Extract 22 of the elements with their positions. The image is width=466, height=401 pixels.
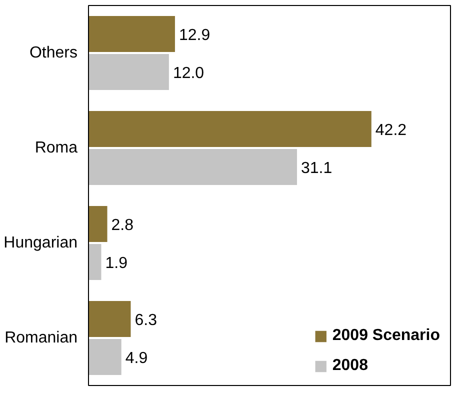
bar <box>88 338 122 376</box>
data-label: 42.2 <box>375 122 407 139</box>
bar <box>88 54 169 90</box>
data-label: 12.9 <box>178 27 210 44</box>
bar <box>88 300 131 338</box>
bar <box>88 244 102 280</box>
data-label: 2.8 <box>111 217 134 234</box>
bar <box>88 16 175 52</box>
legend-label: 2009 Scenario <box>332 327 440 345</box>
bar <box>88 148 297 186</box>
data-label: 1.9 <box>105 255 128 272</box>
data-label: 4.9 <box>125 350 148 367</box>
bar <box>88 110 372 148</box>
data-label: 12.0 <box>172 65 204 82</box>
y-tick-label: Roma <box>34 140 78 156</box>
data-label: 31.1 <box>300 160 332 177</box>
y-tick-label: Hungarian <box>4 234 78 252</box>
bar <box>88 206 108 242</box>
y-tick-label: Others <box>29 44 78 62</box>
data-label: 6.3 <box>134 312 158 329</box>
legend-label: 2008 <box>332 357 368 375</box>
y-tick-label: Romanian <box>4 330 78 346</box>
